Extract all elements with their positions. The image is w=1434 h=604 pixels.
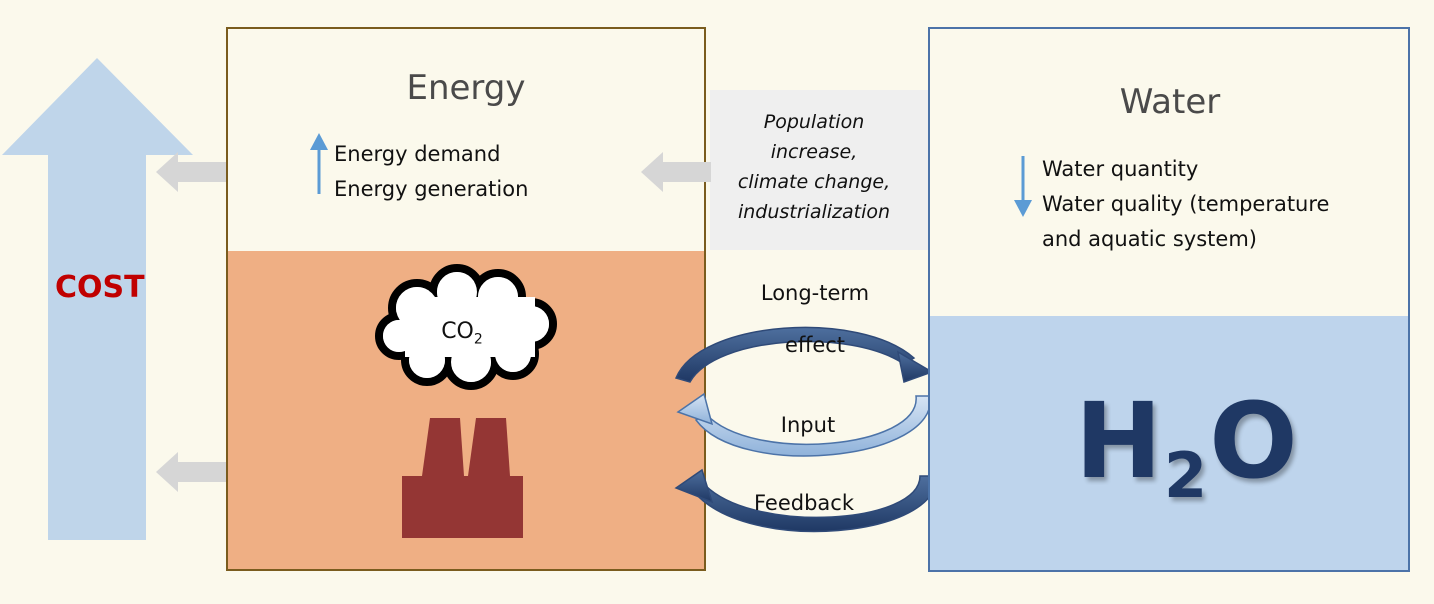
drivers-line-3: climate change, bbox=[737, 171, 891, 193]
drivers-panel bbox=[710, 90, 928, 250]
energy-title: Energy bbox=[406, 68, 526, 108]
drivers-line-2: increase, bbox=[770, 141, 858, 163]
long-term-effect-arrowhead bbox=[896, 350, 934, 383]
feedback-arrowhead bbox=[674, 468, 714, 504]
down-arrow-icon bbox=[1014, 156, 1032, 217]
drivers-line-4: industrialization bbox=[737, 201, 891, 223]
water-quality-label-2: and aquatic system) bbox=[1042, 227, 1257, 251]
gray-arrow-drivers-to-energy bbox=[641, 152, 711, 192]
long-term-label: Long-term bbox=[760, 281, 870, 305]
energy-generation-label: Energy generation bbox=[334, 177, 529, 201]
water-title: Water bbox=[1119, 82, 1221, 122]
cost-label: COST bbox=[55, 270, 145, 305]
factory-icon bbox=[402, 418, 523, 538]
water-quantity-label: Water quantity bbox=[1042, 157, 1199, 181]
effect-label: effect bbox=[784, 333, 846, 357]
drivers-text: Population increase, climate change, ind… bbox=[710, 107, 918, 227]
water-resource-area bbox=[930, 316, 1408, 570]
energy-demand-label: Energy demand bbox=[334, 142, 501, 166]
cost-arrow bbox=[2, 58, 193, 540]
input-arrowhead bbox=[676, 392, 714, 426]
feedback-label: Feedback bbox=[753, 491, 854, 515]
input-label: Input bbox=[780, 413, 836, 437]
co2-label: CO2 bbox=[424, 312, 500, 352]
long-term-effect-arrow bbox=[674, 326, 916, 383]
cycle-arrows bbox=[674, 326, 937, 533]
h2o-label: H2O bbox=[1075, 380, 1300, 512]
up-arrow-icon bbox=[310, 133, 328, 194]
gray-arrow-energy-to-cost-bottom bbox=[156, 452, 228, 492]
water-quality-label: Water quality (temperature bbox=[1042, 192, 1330, 216]
drivers-line-1: Population bbox=[763, 111, 865, 133]
